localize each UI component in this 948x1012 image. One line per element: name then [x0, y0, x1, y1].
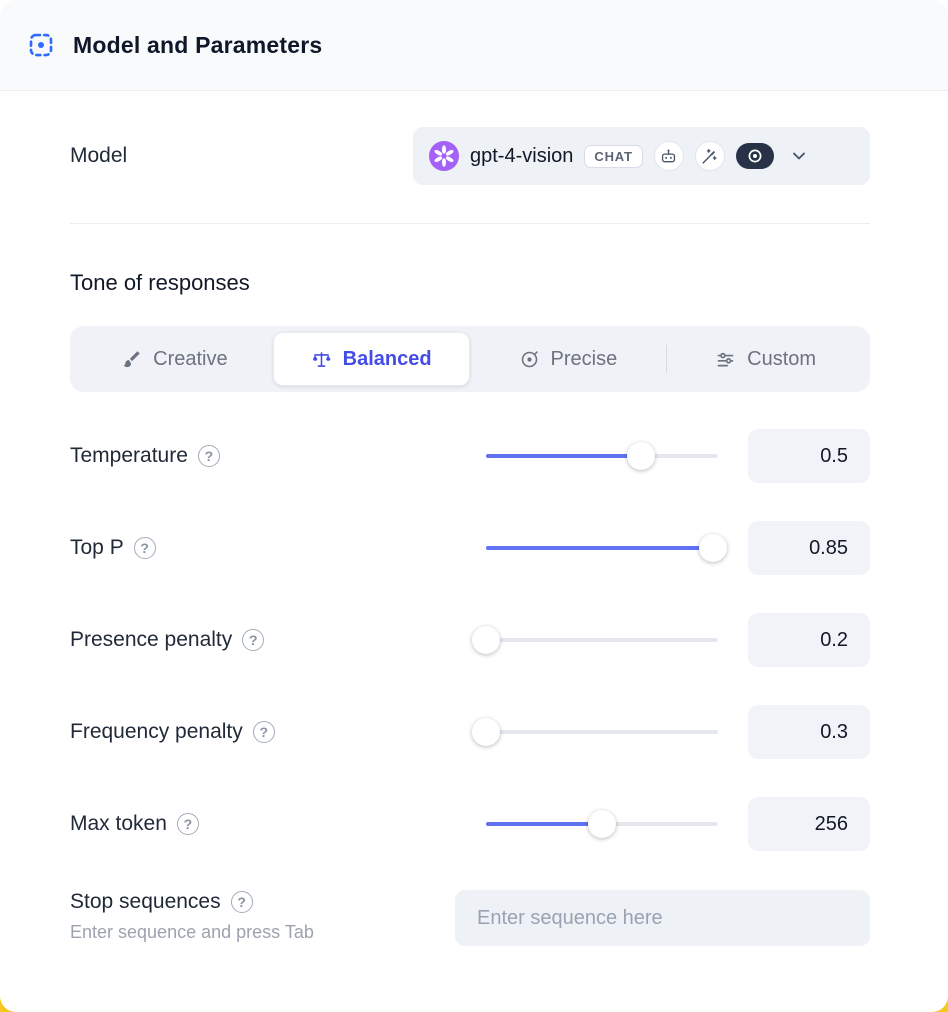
slider-fill	[486, 822, 602, 826]
model-select[interactable]: gpt-4-vision CHAT	[413, 127, 870, 185]
page-title: Model and Parameters	[73, 31, 323, 58]
robot-icon	[653, 141, 684, 171]
stop-sequences-label: Stop sequences	[70, 890, 221, 913]
stop-sequences-hint: Enter sequence and press Tab	[70, 922, 314, 942]
openai-logo	[429, 141, 459, 171]
slider-handle[interactable]	[627, 442, 656, 470]
stop-sequences-row: Stop sequences ? Enter sequence and pres…	[70, 890, 870, 946]
tone-option-custom[interactable]: Custom	[667, 332, 864, 386]
slider-handle[interactable]	[588, 810, 616, 838]
help-icon[interactable]: ?	[133, 537, 156, 559]
help-icon[interactable]: ?	[197, 445, 220, 467]
frequency-penalty-value[interactable]: 0.3	[748, 705, 870, 759]
temperature-slider[interactable]	[486, 442, 718, 470]
selected-model-name: gpt-4-vision	[470, 144, 574, 167]
presence-penalty-slider[interactable]	[472, 626, 718, 654]
tone-option-label: Balanced	[342, 347, 432, 370]
section-divider	[70, 223, 870, 224]
param-row-presence-penalty: Presence penalty ? 0.2	[70, 612, 870, 668]
brush-icon	[123, 350, 140, 367]
param-label: Temperature	[70, 444, 188, 467]
model-selector-icon	[26, 30, 56, 60]
slider-handle[interactable]	[699, 534, 728, 562]
param-label: Top P	[70, 536, 124, 559]
slider-track	[486, 730, 718, 734]
top-p-slider[interactable]	[486, 534, 728, 562]
slider-fill	[486, 546, 714, 550]
model-row: Model	[70, 127, 870, 185]
model-label: Model	[70, 144, 128, 167]
scale-icon	[312, 351, 331, 367]
temperature-value[interactable]: 0.5	[748, 429, 870, 483]
help-icon[interactable]: ?	[252, 721, 275, 743]
param-row-max-token: Max token ? 256	[70, 796, 870, 852]
help-icon[interactable]: ?	[176, 813, 199, 835]
slider-handle[interactable]	[472, 626, 500, 654]
tone-option-balanced[interactable]: Balanced	[272, 332, 470, 386]
wand-icon	[694, 141, 725, 171]
tone-option-label: Custom	[747, 347, 817, 370]
max-token-slider[interactable]	[486, 810, 718, 838]
param-row-top-p: Top P ? 0.85	[70, 520, 870, 576]
panel-header: Model and Parameters	[0, 0, 948, 91]
chat-badge: CHAT	[584, 144, 643, 168]
tone-heading: Tone of responses	[70, 270, 250, 295]
param-label: Max token	[70, 812, 167, 835]
slider-track	[486, 638, 718, 642]
slider-handle[interactable]	[472, 718, 500, 746]
vision-icon	[735, 143, 774, 169]
frequency-penalty-slider[interactable]	[472, 718, 718, 746]
sliders-icon	[717, 352, 734, 366]
tone-option-creative[interactable]: Creative	[76, 332, 273, 386]
param-row-frequency-penalty: Frequency penalty ? 0.3	[70, 704, 870, 760]
tone-option-label: Creative	[153, 347, 228, 370]
tone-segmented-control: Creative Balanced Precise	[70, 326, 870, 392]
param-label: Frequency penalty	[70, 720, 243, 743]
presence-penalty-value[interactable]: 0.2	[748, 613, 870, 667]
chevron-down-icon	[789, 146, 809, 166]
param-label: Presence penalty	[70, 628, 233, 651]
param-row-temperature: Temperature ? 0.5	[70, 428, 870, 484]
tone-option-precise[interactable]: Precise	[470, 332, 667, 386]
help-icon[interactable]: ?	[242, 629, 265, 651]
tone-option-label: Precise	[550, 347, 618, 370]
slider-fill	[486, 454, 642, 458]
max-token-value[interactable]: 256	[748, 797, 870, 851]
segmented-divider	[666, 345, 668, 373]
top-p-value[interactable]: 0.85	[748, 521, 870, 575]
stop-sequence-input[interactable]	[455, 890, 870, 946]
help-icon[interactable]: ?	[230, 891, 253, 913]
target-icon	[521, 350, 538, 367]
